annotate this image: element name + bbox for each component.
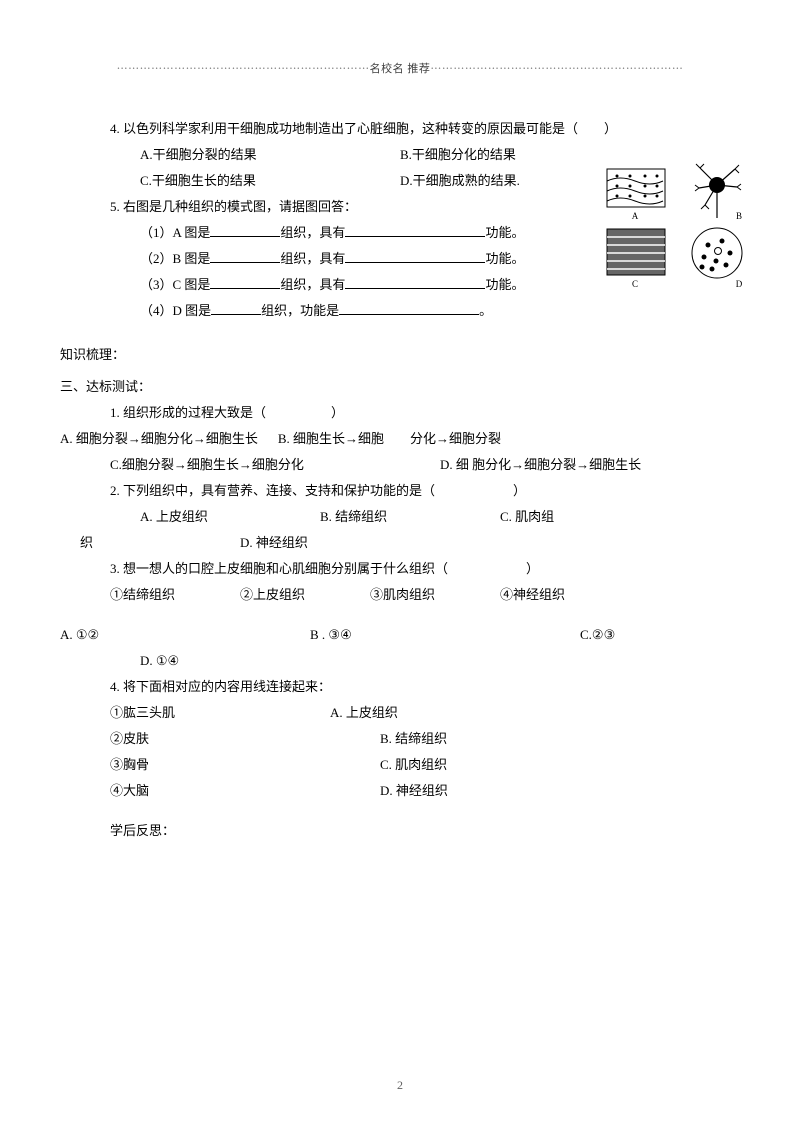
q5-2a: （2）B 图是	[140, 251, 210, 266]
fig-label-d: D	[736, 279, 743, 289]
q5-4b: 组织，功能是	[261, 303, 339, 318]
page-header: ⋯⋯⋯⋯⋯⋯⋯⋯⋯⋯⋯⋯⋯⋯⋯⋯⋯⋯⋯⋯⋯⋯名校名 推荐⋯⋯⋯⋯⋯⋯⋯⋯⋯⋯⋯⋯…	[60, 60, 740, 76]
s3-q3-o1: ①结缔组织	[110, 582, 240, 608]
s3-q2-stem: 2. 下列组织中，具有营养、连接、支持和保护功能的是（ ）	[60, 478, 740, 504]
s3-q4-m2: ②皮肤 B. 结缔组织	[60, 726, 740, 752]
q5-2c: 功能。	[485, 251, 524, 266]
header-dots-left: ⋯⋯⋯⋯⋯⋯⋯⋯⋯⋯⋯⋯⋯⋯⋯⋯⋯⋯⋯⋯⋯⋯	[117, 63, 370, 75]
blank	[345, 224, 485, 237]
s3-q4-r4: D. 神经组织	[380, 778, 448, 804]
q4-opt-c: C.干细胞生长的结果	[140, 168, 400, 194]
blank	[211, 302, 261, 315]
s3-q4-r3: C. 肌肉组织	[380, 752, 447, 778]
s3-q2-c: C. 肌肉组	[500, 504, 554, 530]
s3-q2-row1: A. 上皮组织 B. 结缔组织 C. 肌肉组	[60, 504, 740, 530]
s3-q4-l2: ②皮肤	[110, 726, 380, 752]
s3-q1-b: B. 细胞生长→细胞 分化→细胞分裂	[278, 426, 501, 452]
s3-q4-m4: ④大脑 D. 神经组织	[60, 778, 740, 804]
content-body: 4. 以色列科学家利用干细胞成功地制造出了心脏细胞，这种转变的原因最可能是（ ）…	[60, 116, 740, 844]
tissue-diagram: A B C	[605, 161, 750, 291]
s3-q1-stem: 1. 组织形成的过程大致是（ ）	[60, 400, 740, 426]
s3-q1-a: A. 细胞分裂→细胞分化→细胞生长	[60, 426, 258, 452]
s3-q4-m3: ③胸骨 C. 肌肉组织	[60, 752, 740, 778]
q5-4c: 。	[479, 303, 492, 318]
blank	[210, 224, 280, 237]
s3-q2-b: B. 结缔组织	[320, 504, 500, 530]
q4-opt-a: A.干细胞分裂的结果	[140, 142, 400, 168]
s3-q3-o4: ④神经组织	[500, 582, 565, 608]
fig-label-a: A	[632, 211, 639, 221]
q5-1a: （1）A 图是	[140, 225, 210, 240]
question-4-block: 4. 以色列科学家利用干细胞成功地制造出了心脏细胞，这种转变的原因最可能是（ ）…	[60, 116, 740, 324]
section-3-title: 三、达标测试：	[60, 374, 740, 400]
blank	[345, 250, 485, 263]
s3-q3-opts1: A. ①② B . ③④ C.②③	[60, 622, 740, 648]
q5-1b: 组织，具有	[280, 225, 345, 240]
q4-opt-d: D.干细胞成熟的结果.	[400, 168, 520, 194]
q5-2b: 组织，具有	[280, 251, 345, 266]
reflection-label: 学后反思：	[60, 818, 740, 844]
knowledge-summary: 知识梳理：	[60, 342, 740, 368]
s3-q3-a: A. ①②	[60, 622, 310, 648]
s3-q3-nums: ①结缔组织 ②上皮组织 ③肌肉组织 ④神经组织	[60, 582, 740, 608]
s3-q3-o2: ②上皮组织	[240, 582, 370, 608]
s3-q3-b: B . ③④	[310, 622, 580, 648]
q5-item-4: （4）D 图是 组织，功能是 。	[60, 298, 740, 324]
s3-q1-c: C.细胞分裂→细胞生长→细胞分化	[110, 452, 440, 478]
s3-q2-c2: 织	[60, 530, 240, 556]
s3-q4-l1: ①肱三头肌	[110, 700, 330, 726]
s3-q2-row2: 织 D. 神经组织	[60, 530, 740, 556]
s3-q4-r2: B. 结缔组织	[380, 726, 447, 752]
q5-3b: 组织，具有	[280, 277, 345, 292]
fig-label-c: C	[632, 279, 638, 289]
q5-4a: （4）D 图是	[140, 303, 211, 318]
fig-label-b: B	[736, 211, 742, 221]
blank	[345, 276, 485, 289]
s3-q2-a: A. 上皮组织	[140, 504, 320, 530]
q5-3a: （3）C 图是	[140, 277, 210, 292]
s3-q4-stem: 4. 将下面相对应的内容用线连接起来：	[60, 674, 740, 700]
header-dots-right: ⋯⋯⋯⋯⋯⋯⋯⋯⋯⋯⋯⋯⋯⋯⋯⋯⋯⋯⋯⋯⋯⋯	[430, 63, 683, 75]
s3-q2-d: D. 神经组织	[240, 530, 308, 556]
blank	[210, 250, 280, 263]
blank	[210, 276, 280, 289]
blank	[339, 302, 479, 315]
s3-q3-c: C.②③	[580, 622, 615, 648]
s3-q1-row2: C.细胞分裂→细胞生长→细胞分化 D. 细 胞分化→细胞分裂→细胞生长	[60, 452, 740, 478]
page-number: 2	[397, 1078, 403, 1093]
s3-q1-row1: A. 细胞分裂→细胞分化→细胞生长 B. 细胞生长→细胞 分化→细胞分裂	[60, 426, 740, 452]
s3-q4-l4: ④大脑	[110, 778, 380, 804]
s3-q1-d: D. 细 胞分化→细胞分裂→细胞生长	[440, 452, 641, 478]
q5-3c: 功能。	[485, 277, 524, 292]
s3-q3-d: D. ①④	[60, 648, 740, 674]
q4-stem: 4. 以色列科学家利用干细胞成功地制造出了心脏细胞，这种转变的原因最可能是（ ）	[60, 116, 740, 142]
header-title: 名校名 推荐	[370, 63, 431, 75]
q5-1c: 功能。	[485, 225, 524, 240]
s3-q3-o3: ③肌肉组织	[370, 582, 500, 608]
q4-opt-b: B.干细胞分化的结果	[400, 142, 516, 168]
s3-q4-m1: ①肱三头肌 A. 上皮组织	[60, 700, 740, 726]
s3-q4-r1: A. 上皮组织	[330, 700, 398, 726]
s3-q4-l3: ③胸骨	[110, 752, 380, 778]
s3-q3-stem: 3. 想一想人的口腔上皮细胞和心肌细胞分别属于什么组织（ ）	[60, 556, 740, 582]
